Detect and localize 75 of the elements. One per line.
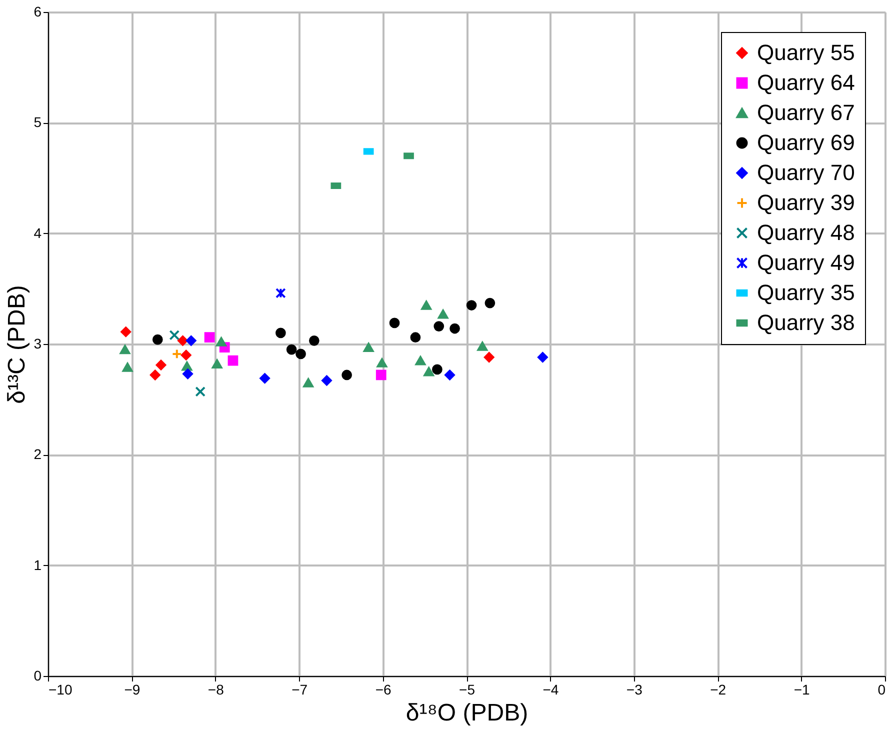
point	[152, 334, 163, 345]
point	[434, 321, 444, 332]
x-tick-label: 0	[878, 682, 886, 698]
y-tick-label: 4	[34, 224, 42, 241]
legend-label: Quarry 70	[757, 160, 855, 185]
point	[376, 358, 388, 368]
point	[182, 362, 192, 371]
point	[150, 370, 160, 380]
legend-label: Quarry 67	[757, 100, 855, 125]
legend-label: Quarry 64	[757, 70, 855, 95]
x-tick-label: −4	[542, 682, 559, 698]
x-tick-label: −1	[794, 682, 810, 698]
point	[477, 342, 488, 351]
point	[156, 360, 166, 370]
x-tick-label: −2	[710, 682, 726, 698]
x-tick-label: −9	[124, 682, 140, 698]
point	[363, 342, 374, 352]
x-tick-label: −5	[459, 682, 476, 698]
y-tick-label: 1	[34, 556, 42, 573]
point	[120, 344, 130, 354]
point	[466, 300, 477, 310]
point	[178, 335, 188, 346]
y-axis-title: δ¹³C (PDB)	[4, 285, 31, 404]
point	[195, 386, 206, 397]
x-tick-label: −10	[48, 682, 72, 698]
point	[432, 364, 442, 375]
point	[172, 348, 182, 360]
x-tick-label: −8	[208, 682, 224, 698]
point	[537, 352, 548, 362]
point	[182, 368, 193, 380]
y-tick-label: 5	[34, 114, 42, 130]
point	[296, 348, 306, 360]
legend-label: Quarry 48	[757, 220, 855, 245]
point	[303, 378, 314, 388]
point	[169, 330, 180, 340]
legend-label: Quarry 55	[757, 40, 855, 65]
point	[410, 332, 421, 343]
point	[322, 375, 332, 386]
legend-label: Quarry 35	[757, 280, 855, 305]
point	[204, 332, 215, 343]
point	[276, 328, 286, 338]
legend-label: Quarry 69	[757, 130, 855, 155]
point	[438, 309, 448, 319]
y-tick-label: 3	[34, 336, 42, 352]
x-tick-label: −6	[375, 682, 392, 698]
point	[484, 352, 494, 362]
point	[122, 362, 133, 372]
point	[450, 323, 460, 334]
x-axis-title: δ¹⁸O (PDB)	[406, 700, 528, 726]
legend-label: Quarry 49	[757, 250, 855, 275]
point	[276, 288, 286, 298]
point	[376, 370, 386, 380]
point	[444, 370, 455, 380]
point	[228, 355, 238, 366]
point	[308, 336, 320, 346]
y-tick-label: 0	[34, 668, 42, 684]
point	[415, 356, 426, 366]
point	[260, 373, 270, 384]
point	[180, 350, 192, 360]
legend-label: Quarry 39	[757, 190, 855, 215]
point	[216, 337, 226, 346]
point	[342, 370, 352, 380]
legend-label: Quarry 38	[757, 310, 855, 335]
point	[212, 359, 222, 369]
point	[421, 300, 432, 310]
point	[389, 318, 400, 328]
point	[286, 344, 297, 355]
x-tick-label: −7	[292, 682, 308, 698]
point	[424, 367, 434, 376]
point	[120, 326, 132, 338]
point	[186, 335, 196, 346]
y-tick-label: 6	[34, 4, 42, 20]
y-tick-label: 2	[34, 446, 42, 462]
point	[484, 298, 496, 308]
x-tick-label: −3	[626, 682, 643, 698]
